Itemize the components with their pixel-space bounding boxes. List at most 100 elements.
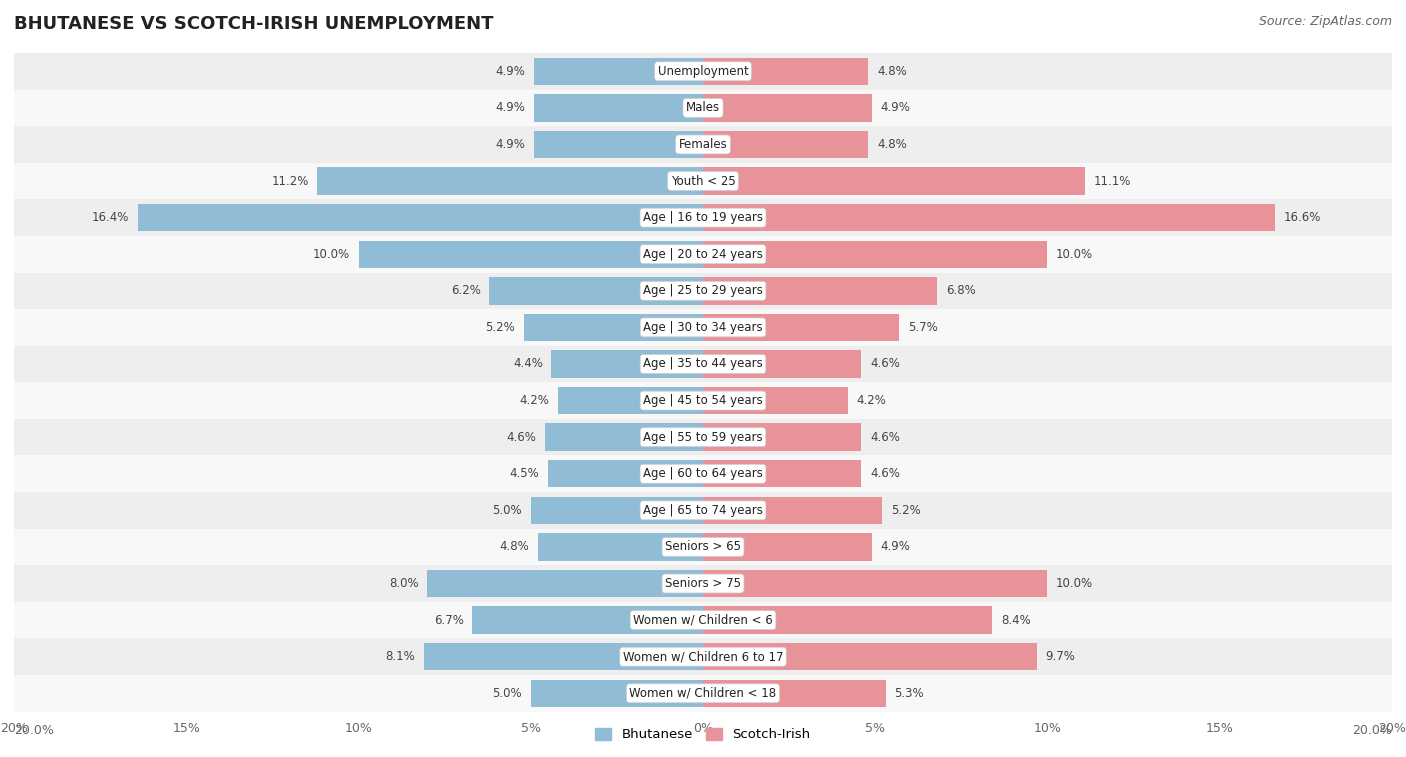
Text: 16.6%: 16.6% [1284, 211, 1320, 224]
Text: 5.2%: 5.2% [485, 321, 515, 334]
Text: 6.8%: 6.8% [946, 285, 976, 298]
Text: Age | 65 to 74 years: Age | 65 to 74 years [643, 504, 763, 517]
Text: 4.8%: 4.8% [877, 138, 907, 151]
Legend: Bhutanese, Scotch-Irish: Bhutanese, Scotch-Irish [595, 727, 811, 741]
Text: Age | 20 to 24 years: Age | 20 to 24 years [643, 248, 763, 260]
Bar [359, 241, 703, 268]
Text: Women w/ Children 6 to 17: Women w/ Children 6 to 17 [623, 650, 783, 663]
Text: Source: ZipAtlas.com: Source: ZipAtlas.com [1258, 15, 1392, 28]
Text: Age | 30 to 34 years: Age | 30 to 34 years [643, 321, 763, 334]
Bar [703, 497, 882, 524]
Text: Seniors > 75: Seniors > 75 [665, 577, 741, 590]
Text: Seniors > 65: Seniors > 65 [665, 540, 741, 553]
Text: 4.8%: 4.8% [499, 540, 529, 553]
Bar [489, 277, 703, 304]
Text: 4.6%: 4.6% [506, 431, 536, 444]
Text: Females: Females [679, 138, 727, 151]
Bar [534, 131, 703, 158]
Bar [14, 89, 1392, 126]
Bar [534, 58, 703, 85]
Bar [14, 528, 1392, 565]
Bar [703, 680, 886, 707]
Text: 10.0%: 10.0% [312, 248, 350, 260]
Text: 8.1%: 8.1% [385, 650, 415, 663]
Text: 5.2%: 5.2% [891, 504, 921, 517]
Text: Age | 60 to 64 years: Age | 60 to 64 years [643, 467, 763, 480]
Bar [14, 236, 1392, 273]
Bar [537, 533, 703, 561]
Bar [703, 533, 872, 561]
Bar [703, 277, 938, 304]
Text: 20.0%: 20.0% [14, 724, 53, 737]
Text: 5.3%: 5.3% [894, 687, 924, 699]
Text: 4.6%: 4.6% [870, 431, 900, 444]
Text: Age | 45 to 54 years: Age | 45 to 54 years [643, 394, 763, 407]
Text: 4.2%: 4.2% [856, 394, 886, 407]
Text: 4.4%: 4.4% [513, 357, 543, 370]
Text: 4.9%: 4.9% [880, 101, 910, 114]
Text: 6.2%: 6.2% [451, 285, 481, 298]
Bar [14, 565, 1392, 602]
Text: Youth < 25: Youth < 25 [671, 175, 735, 188]
Text: 11.1%: 11.1% [1094, 175, 1132, 188]
Bar [703, 167, 1085, 195]
Text: Age | 35 to 44 years: Age | 35 to 44 years [643, 357, 763, 370]
Bar [558, 387, 703, 414]
Bar [703, 241, 1047, 268]
Bar [703, 58, 869, 85]
Bar [14, 273, 1392, 309]
Bar [138, 204, 703, 232]
Text: Males: Males [686, 101, 720, 114]
Text: 4.9%: 4.9% [880, 540, 910, 553]
Bar [534, 94, 703, 122]
Bar [551, 350, 703, 378]
Text: 4.9%: 4.9% [496, 65, 526, 78]
Bar [703, 387, 848, 414]
Text: Age | 25 to 29 years: Age | 25 to 29 years [643, 285, 763, 298]
Bar [14, 675, 1392, 712]
Text: 8.4%: 8.4% [1001, 614, 1031, 627]
Bar [14, 346, 1392, 382]
Text: 4.6%: 4.6% [870, 357, 900, 370]
Bar [14, 492, 1392, 528]
Text: 10.0%: 10.0% [1056, 577, 1094, 590]
Bar [703, 350, 862, 378]
Text: 4.2%: 4.2% [520, 394, 550, 407]
Bar [472, 606, 703, 634]
Text: 20.0%: 20.0% [1353, 724, 1392, 737]
Bar [14, 126, 1392, 163]
Bar [14, 199, 1392, 236]
Bar [531, 497, 703, 524]
Bar [14, 602, 1392, 638]
Bar [14, 456, 1392, 492]
Bar [425, 643, 703, 671]
Bar [14, 163, 1392, 199]
Bar [14, 382, 1392, 419]
Text: 4.6%: 4.6% [870, 467, 900, 480]
Bar [703, 94, 872, 122]
Bar [703, 460, 862, 488]
Bar [14, 419, 1392, 456]
Text: 5.0%: 5.0% [492, 687, 522, 699]
Text: 6.7%: 6.7% [433, 614, 464, 627]
Text: Age | 16 to 19 years: Age | 16 to 19 years [643, 211, 763, 224]
Bar [703, 570, 1047, 597]
Bar [544, 423, 703, 451]
Text: Women w/ Children < 6: Women w/ Children < 6 [633, 614, 773, 627]
Text: Age | 55 to 59 years: Age | 55 to 59 years [643, 431, 763, 444]
Text: 4.9%: 4.9% [496, 101, 526, 114]
Bar [318, 167, 703, 195]
Text: 9.7%: 9.7% [1046, 650, 1076, 663]
Bar [703, 643, 1038, 671]
Bar [703, 204, 1275, 232]
Bar [14, 309, 1392, 346]
Text: 4.5%: 4.5% [509, 467, 540, 480]
Bar [703, 423, 862, 451]
Text: 5.7%: 5.7% [908, 321, 938, 334]
Text: 4.9%: 4.9% [496, 138, 526, 151]
Bar [548, 460, 703, 488]
Text: 11.2%: 11.2% [271, 175, 308, 188]
Text: Unemployment: Unemployment [658, 65, 748, 78]
Text: Women w/ Children < 18: Women w/ Children < 18 [630, 687, 776, 699]
Bar [703, 606, 993, 634]
